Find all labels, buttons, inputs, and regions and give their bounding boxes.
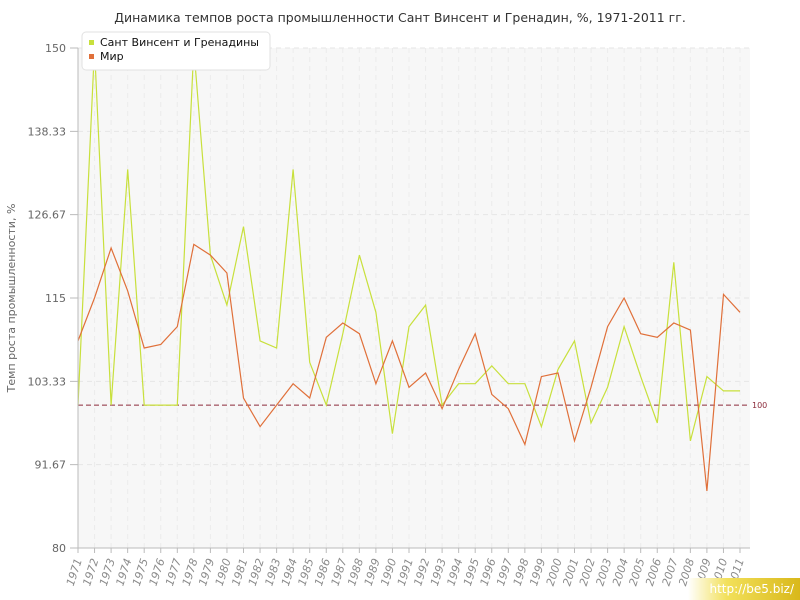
y-axis-label: Темп роста промышленности, % [5,204,18,394]
y-tick-label: 91.67 [35,459,67,472]
legend-swatch-0 [89,40,94,45]
y-tick-label: 126.67 [28,209,67,222]
watermark[interactable]: http://be5.biz/ [688,578,800,600]
legend-label-1[interactable]: Мир [100,50,124,63]
y-tick-label: 138.33 [28,125,67,138]
series-line-1 [77,243,741,491]
y-tick-label: 103.33 [28,375,67,388]
legend-swatch-1 [89,54,94,59]
series-group [77,47,741,491]
reference-line-label: 100 [752,401,767,410]
y-tick-label: 115 [45,292,66,305]
y-tick-label: 80 [52,542,66,555]
reference-line: 100 [78,401,767,410]
y-axis-ticks: 80 91.67 103.33 115 126.67 138.33 150 [28,42,78,555]
y-tick-label: 150 [45,42,66,55]
legend-box [81,31,271,71]
series-line-0 [77,47,740,442]
legend-label-0[interactable]: Сант Винсент и Гренадины [100,36,259,49]
chart-title: Динамика темпов роста промышленности Сан… [114,10,686,25]
grid [77,47,750,549]
x-axis-ticks: 1971197219731974197519761977197819791980… [64,548,747,588]
